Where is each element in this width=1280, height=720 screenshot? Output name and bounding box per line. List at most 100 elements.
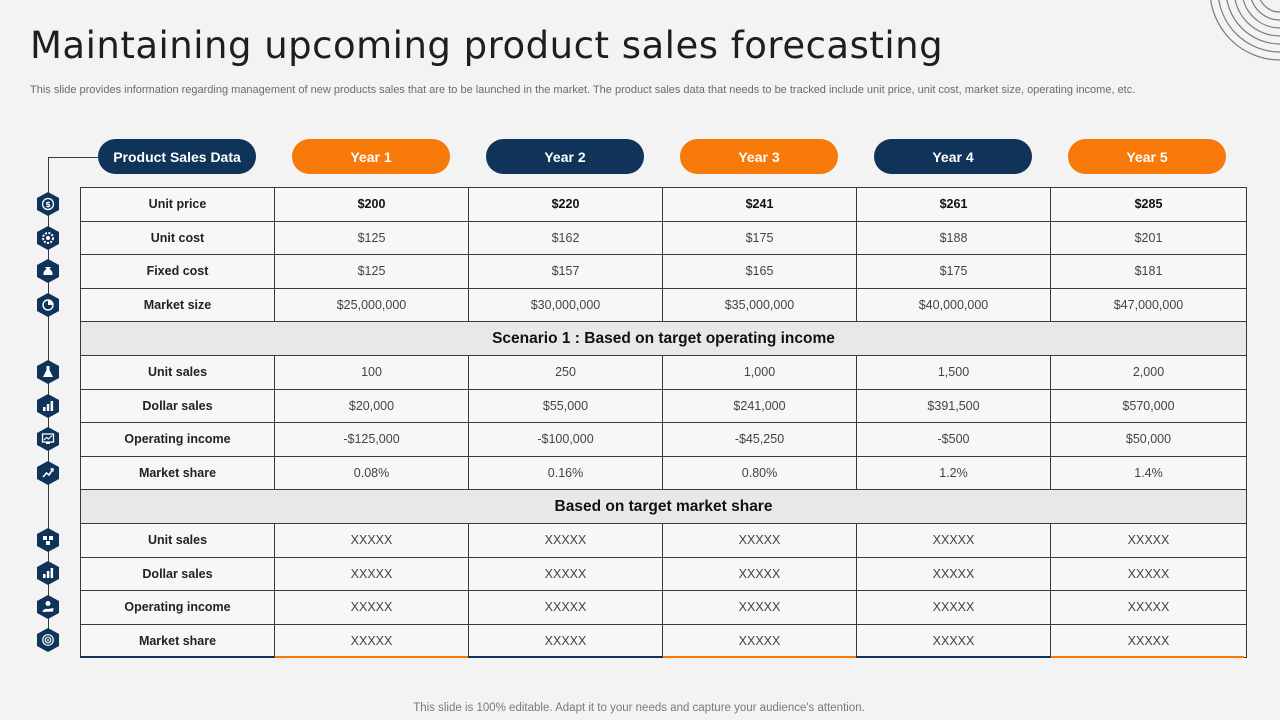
row-label: Operating income xyxy=(80,422,275,457)
table-cell: $157 xyxy=(468,254,663,289)
table-cell: XXXXX xyxy=(1050,590,1247,625)
table-cell: XXXXX xyxy=(1050,623,1247,659)
hand-money-icon xyxy=(37,595,59,619)
table-cell: 0.08% xyxy=(274,455,469,491)
table-cell: $570,000 xyxy=(1050,388,1247,424)
row-label: Market share xyxy=(80,623,275,659)
table-cell: 2,000 xyxy=(1050,354,1247,390)
bar-chart-icon xyxy=(37,394,59,418)
table-cell: XXXXX xyxy=(1050,522,1247,558)
table-row: Market share 0.08% 0.16% 0.80% 1.2% 1.4% xyxy=(80,455,1247,491)
table-cell: XXXXX xyxy=(662,590,857,625)
table-cell: 1,000 xyxy=(662,354,857,390)
table-cell: 1.4% xyxy=(1050,455,1247,491)
table-row: Fixed cost $125 $157 $165 $175 $181 xyxy=(80,254,1247,289)
table-cell: XXXXX xyxy=(468,522,663,558)
table-cell: XXXXX xyxy=(274,623,469,659)
dollar-coin-icon: $ xyxy=(37,192,59,216)
accent-line-orange xyxy=(275,656,468,658)
table-row: Unit sales XXXXX XXXXX XXXXX XXXXX XXXXX xyxy=(80,522,1247,558)
year-5-header: Year 5 xyxy=(1068,139,1226,174)
table-cell: $220 xyxy=(468,187,663,222)
table-cell: XXXXX xyxy=(856,623,1051,659)
year-1-header: Year 1 xyxy=(292,139,450,174)
table-cell: $40,000,000 xyxy=(856,287,1051,323)
row-label: Dollar sales xyxy=(80,388,275,424)
table-row: Market size $25,000,000 $30,000,000 $35,… xyxy=(80,287,1247,323)
table-cell: XXXXX xyxy=(274,556,469,592)
table-cell: $55,000 xyxy=(468,388,663,424)
table-cell: $165 xyxy=(662,254,857,289)
scenario-2-heading: Based on target market share xyxy=(80,489,1247,524)
table-cell: XXXXX xyxy=(662,522,857,558)
table-cell: -$500 xyxy=(856,422,1051,457)
row-label: Unit cost xyxy=(80,220,275,256)
table-cell: XXXXX xyxy=(662,556,857,592)
table-cell: $125 xyxy=(274,254,469,289)
row-label: Market share xyxy=(80,455,275,491)
row-label: Fixed cost xyxy=(80,254,275,289)
money-bag-icon xyxy=(37,259,59,283)
page-title: Maintaining upcoming product sales forec… xyxy=(30,24,944,67)
table-cell: $35,000,000 xyxy=(662,287,857,323)
gear-dollar-icon xyxy=(37,226,59,250)
network-icon xyxy=(37,528,59,552)
table-cell: XXXXX xyxy=(274,522,469,558)
table-cell: -$45,250 xyxy=(662,422,857,457)
accent-line-orange xyxy=(1051,656,1244,658)
table-row: Unit sales 100 250 1,000 1,500 2,000 xyxy=(80,354,1247,390)
row-label: Operating income xyxy=(80,590,275,625)
table-cell: $200 xyxy=(274,187,469,222)
table-cell: XXXXX xyxy=(856,556,1051,592)
accent-line-navy xyxy=(81,656,274,658)
table-cell: $201 xyxy=(1050,220,1247,256)
timeline-connector xyxy=(48,157,98,158)
table-cell: $188 xyxy=(856,220,1051,256)
table-cell: $241 xyxy=(662,187,857,222)
page-subtitle: This slide provides information regardin… xyxy=(30,84,1136,96)
table-row: Dollar sales XXXXX XXXXX XXXXX XXXXX XXX… xyxy=(80,556,1247,592)
table-cell: 0.80% xyxy=(662,455,857,491)
row-label: Market size xyxy=(80,287,275,323)
row-label: Unit price xyxy=(80,187,275,222)
table-cell: $50,000 xyxy=(1050,422,1247,457)
table-cell: $391,500 xyxy=(856,388,1051,424)
table-cell: $181 xyxy=(1050,254,1247,289)
table-cell: $30,000,000 xyxy=(468,287,663,323)
row-label: Unit sales xyxy=(80,522,275,558)
footer-note: This slide is 100% editable. Adapt it to… xyxy=(413,702,865,714)
scenario-1-heading: Scenario 1 : Based on target operating i… xyxy=(80,321,1247,356)
table-cell: XXXXX xyxy=(468,590,663,625)
table-cell: -$125,000 xyxy=(274,422,469,457)
year-3-header: Year 3 xyxy=(680,139,838,174)
sales-forecast-table: Unit price $200 $220 $241 $261 $285 Unit… xyxy=(80,187,1247,659)
row-label: Unit sales xyxy=(80,354,275,390)
table-cell: XXXXX xyxy=(468,623,663,659)
table-cell: $25,000,000 xyxy=(274,287,469,323)
table-cell: $175 xyxy=(662,220,857,256)
table-cell: XXXXX xyxy=(662,623,857,659)
table-cell: XXXXX xyxy=(856,522,1051,558)
table-row: Dollar sales $20,000 $55,000 $241,000 $3… xyxy=(80,388,1247,424)
flask-icon xyxy=(37,360,59,384)
table-row: Unit cost $125 $162 $175 $188 $201 xyxy=(80,220,1247,256)
table-row: Market share XXXXX XXXXX XXXXX XXXXX XXX… xyxy=(80,623,1247,659)
svg-text:$: $ xyxy=(45,200,51,209)
table-cell: XXXXX xyxy=(468,556,663,592)
table-cell: $261 xyxy=(856,187,1051,222)
table-cell: $125 xyxy=(274,220,469,256)
table-cell: 250 xyxy=(468,354,663,390)
table-cell: $241,000 xyxy=(662,388,857,424)
table-cell: XXXXX xyxy=(274,590,469,625)
table-cell: 0.16% xyxy=(468,455,663,491)
growth-chart-icon xyxy=(37,461,59,485)
year-4-header: Year 4 xyxy=(874,139,1032,174)
accent-line-orange xyxy=(663,656,856,658)
table-cell: $175 xyxy=(856,254,1051,289)
monitor-chart-icon xyxy=(37,427,59,451)
table-cell: $47,000,000 xyxy=(1050,287,1247,323)
accent-line-navy xyxy=(857,656,1050,658)
table-cell: -$100,000 xyxy=(468,422,663,457)
bar-chart-icon xyxy=(37,561,59,585)
concentric-arcs-decoration xyxy=(1210,0,1280,61)
